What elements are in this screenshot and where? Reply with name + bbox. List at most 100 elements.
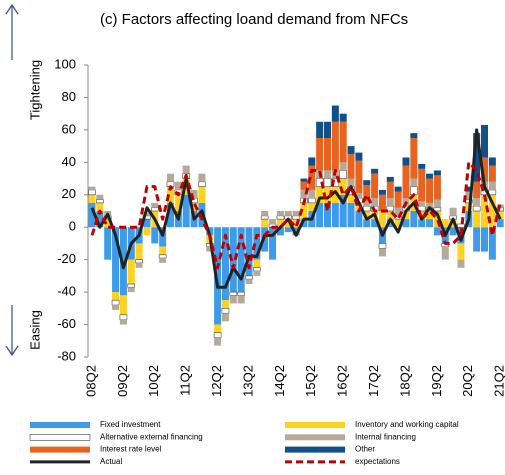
bar-segment <box>119 227 127 296</box>
bar-segment <box>96 199 104 204</box>
bar-segment <box>426 211 434 220</box>
bar-segment <box>167 186 174 203</box>
bar-segment <box>284 211 292 216</box>
bar-segment <box>394 191 402 208</box>
bar-segment <box>441 246 449 260</box>
bar-segment <box>316 138 324 171</box>
bar-segment <box>261 211 269 216</box>
bar-segment <box>237 295 245 304</box>
bar-segment <box>386 198 394 207</box>
bar-segment <box>221 308 230 314</box>
bar-segment <box>308 202 316 211</box>
bar-segment <box>88 194 96 203</box>
bar-segment <box>488 181 496 190</box>
bar-segment <box>410 133 418 138</box>
bar-segment <box>292 215 300 220</box>
bar-segment <box>347 146 355 155</box>
bar-segment <box>111 299 120 306</box>
bar-segment <box>331 202 339 228</box>
bar-segment <box>237 291 245 296</box>
bar-segment <box>221 300 229 309</box>
bar-segment <box>449 227 457 236</box>
bar-segment <box>174 181 182 190</box>
bar-segment <box>284 219 292 228</box>
y-tick-label: -60 <box>57 316 76 331</box>
bar-segment <box>355 202 363 211</box>
legend-swatch <box>30 446 90 453</box>
bar-segment <box>426 202 434 208</box>
bar-segment <box>465 191 473 200</box>
bar-segment <box>378 243 387 249</box>
bar-segment <box>378 211 386 228</box>
bar-segment <box>433 199 441 208</box>
x-tick-label: 14Q2 <box>272 365 287 397</box>
bar-segment <box>316 186 324 203</box>
down-arrow-head <box>5 345 19 357</box>
bar-segment <box>324 170 331 179</box>
y-tick-label: -20 <box>57 251 76 266</box>
bar-segment <box>418 201 426 207</box>
x-tick-label: 18Q2 <box>397 365 412 397</box>
bar-segment <box>198 181 206 187</box>
bar-segment <box>276 227 284 236</box>
bar-segment <box>253 267 261 272</box>
bar-segment <box>339 170 348 179</box>
bar-segment <box>307 197 316 204</box>
bar-segment <box>433 175 441 200</box>
bar-segment <box>104 219 112 228</box>
bar-segment <box>355 160 363 194</box>
bar-segment <box>253 259 261 268</box>
y-tick-label: 80 <box>62 89 76 104</box>
y-tick-label: -80 <box>57 348 76 363</box>
bar-segment <box>269 227 277 260</box>
bar-segment <box>229 291 238 296</box>
bar-segment <box>300 189 308 199</box>
legend-label: Alternative external financing <box>100 432 203 441</box>
bar-segment <box>402 165 410 199</box>
x-tick-label: 21Q2 <box>492 365 505 397</box>
bar-segment <box>347 178 355 187</box>
legend-label: Inventory and working capital <box>355 420 459 429</box>
bar-segment <box>190 202 198 211</box>
bar-segment <box>253 271 261 276</box>
x-tick-label: 17Q2 <box>366 365 381 397</box>
bar-segment <box>88 186 96 190</box>
bar-segment <box>229 295 237 304</box>
bar-segment <box>96 194 104 200</box>
bar-segment <box>151 207 159 212</box>
bar-segment <box>135 259 143 264</box>
bar-segment <box>496 211 504 220</box>
bar-segment <box>214 337 222 346</box>
bar-segment <box>276 219 284 228</box>
bar-segment <box>339 121 347 163</box>
bar-segment <box>457 223 465 228</box>
bar-segment <box>96 202 104 211</box>
x-tick-label: 15Q2 <box>303 365 318 397</box>
legend-label: Interest rate level <box>100 445 162 454</box>
bar-segment <box>119 295 127 315</box>
bar-segment <box>323 178 332 187</box>
bar-segment <box>182 194 190 228</box>
bar-segment <box>119 319 127 325</box>
bar-segment <box>386 176 394 182</box>
bar-segment <box>347 202 355 228</box>
bar-segment <box>159 258 167 263</box>
bar-segment <box>214 227 222 325</box>
bar-segment <box>394 186 402 192</box>
bar-segment <box>221 227 229 301</box>
bar-segment <box>300 219 308 228</box>
bar-segment <box>331 121 339 171</box>
bar-segment <box>418 168 426 202</box>
bar-segment <box>237 227 245 293</box>
bar-segment <box>174 194 182 211</box>
bar-segment <box>119 314 128 320</box>
annotation: Tightening <box>27 60 42 120</box>
bar-segment <box>449 207 457 216</box>
x-tick-label: 12Q2 <box>209 365 224 397</box>
bar-segment <box>245 275 253 280</box>
legend-swatch <box>285 446 345 453</box>
bar-segment <box>433 170 441 176</box>
bar-segment <box>300 181 308 190</box>
bar-segment <box>426 173 434 179</box>
